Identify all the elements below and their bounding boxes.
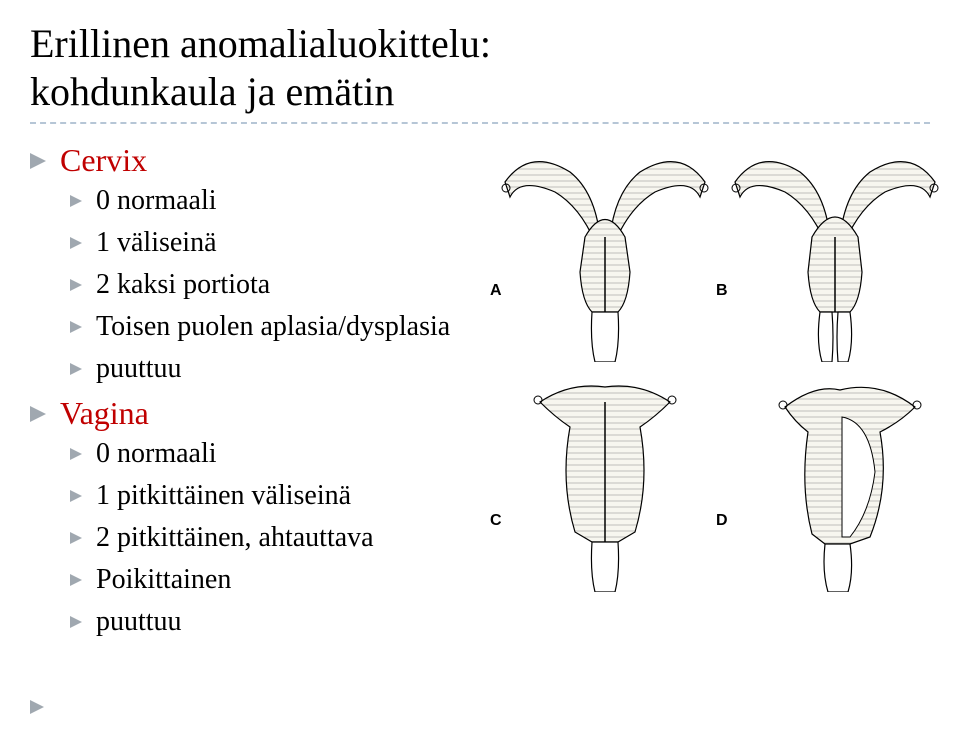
list-item-label: puuttuu [96, 353, 182, 385]
list-item-label: 0 normaali [96, 185, 217, 217]
list-item: 0 normaali [70, 438, 470, 470]
diagram-d [730, 372, 940, 597]
triangle-bullet-icon [30, 406, 46, 422]
title-line-2: kohdunkaula ja emätin [30, 69, 394, 114]
page-title: Erillinen anomalialuokittelu: kohdunkaul… [30, 20, 930, 116]
triangle-bullet-icon [70, 532, 82, 544]
section-cervix: Cervix 0 normaali 1 väliseinä [30, 142, 470, 385]
triangle-bullet-icon [70, 237, 82, 249]
triangle-bullet-icon [70, 490, 82, 502]
triangle-bullet-icon [70, 195, 82, 207]
list-item: 2 kaksi portiota [70, 269, 470, 301]
triangle-bullet-icon [70, 448, 82, 460]
list-item: Toisen puolen aplasia/dysplasia [70, 311, 470, 343]
diagram-label-c: C [490, 512, 502, 530]
list-item-label: 1 pitkittäinen väliseinä [96, 480, 351, 512]
diagram-column: A [470, 142, 930, 648]
list-item: puuttuu [70, 353, 470, 385]
list-item: Poikittainen [70, 564, 470, 596]
content-area: Cervix 0 normaali 1 väliseinä [30, 142, 930, 648]
diagram-label-a: A [490, 282, 502, 300]
text-column: Cervix 0 normaali 1 väliseinä [30, 142, 470, 648]
title-divider [30, 122, 930, 124]
diagram-a [500, 142, 710, 367]
triangle-bullet-icon [70, 321, 82, 333]
section-heading: Cervix [60, 142, 147, 179]
cervix-items: 0 normaali 1 väliseinä 2 kaksi portiota [30, 185, 470, 385]
list-item: 1 väliseinä [70, 227, 470, 259]
diagram-label-b: B [716, 282, 728, 300]
list-item-label: puuttuu [96, 606, 182, 638]
list-item-label: 0 normaali [96, 438, 217, 470]
list-item: 2 pitkittäinen, ahtauttava [70, 522, 470, 554]
diagram-label-d: D [716, 512, 728, 530]
list-item-label: Toisen puolen aplasia/dysplasia [96, 311, 450, 343]
vagina-items: 0 normaali 1 pitkittäinen väliseinä 2 pi… [30, 438, 470, 638]
outline-list: Cervix 0 normaali 1 väliseinä [30, 142, 470, 638]
list-item-label: Poikittainen [96, 564, 231, 596]
section-heading: Vagina [60, 395, 149, 432]
list-item: 0 normaali [70, 185, 470, 217]
triangle-bullet-icon [30, 153, 46, 169]
triangle-bullet-icon [70, 363, 82, 375]
triangle-bullet-icon [70, 279, 82, 291]
title-line-1: Erillinen anomalialuokittelu: [30, 21, 491, 66]
triangle-bullet-icon [70, 616, 82, 628]
footer-triangle-icon [30, 700, 44, 719]
diagram-c [500, 372, 710, 597]
list-item: puuttuu [70, 606, 470, 638]
list-item-label: 1 väliseinä [96, 227, 217, 259]
section-vagina: Vagina 0 normaali 1 pitkittäinen välisei… [30, 395, 470, 638]
list-item-label: 2 pitkittäinen, ahtauttava [96, 522, 374, 554]
triangle-bullet-icon [70, 574, 82, 586]
diagram-b [730, 142, 940, 367]
list-item: 1 pitkittäinen väliseinä [70, 480, 470, 512]
list-item-label: 2 kaksi portiota [96, 269, 270, 301]
